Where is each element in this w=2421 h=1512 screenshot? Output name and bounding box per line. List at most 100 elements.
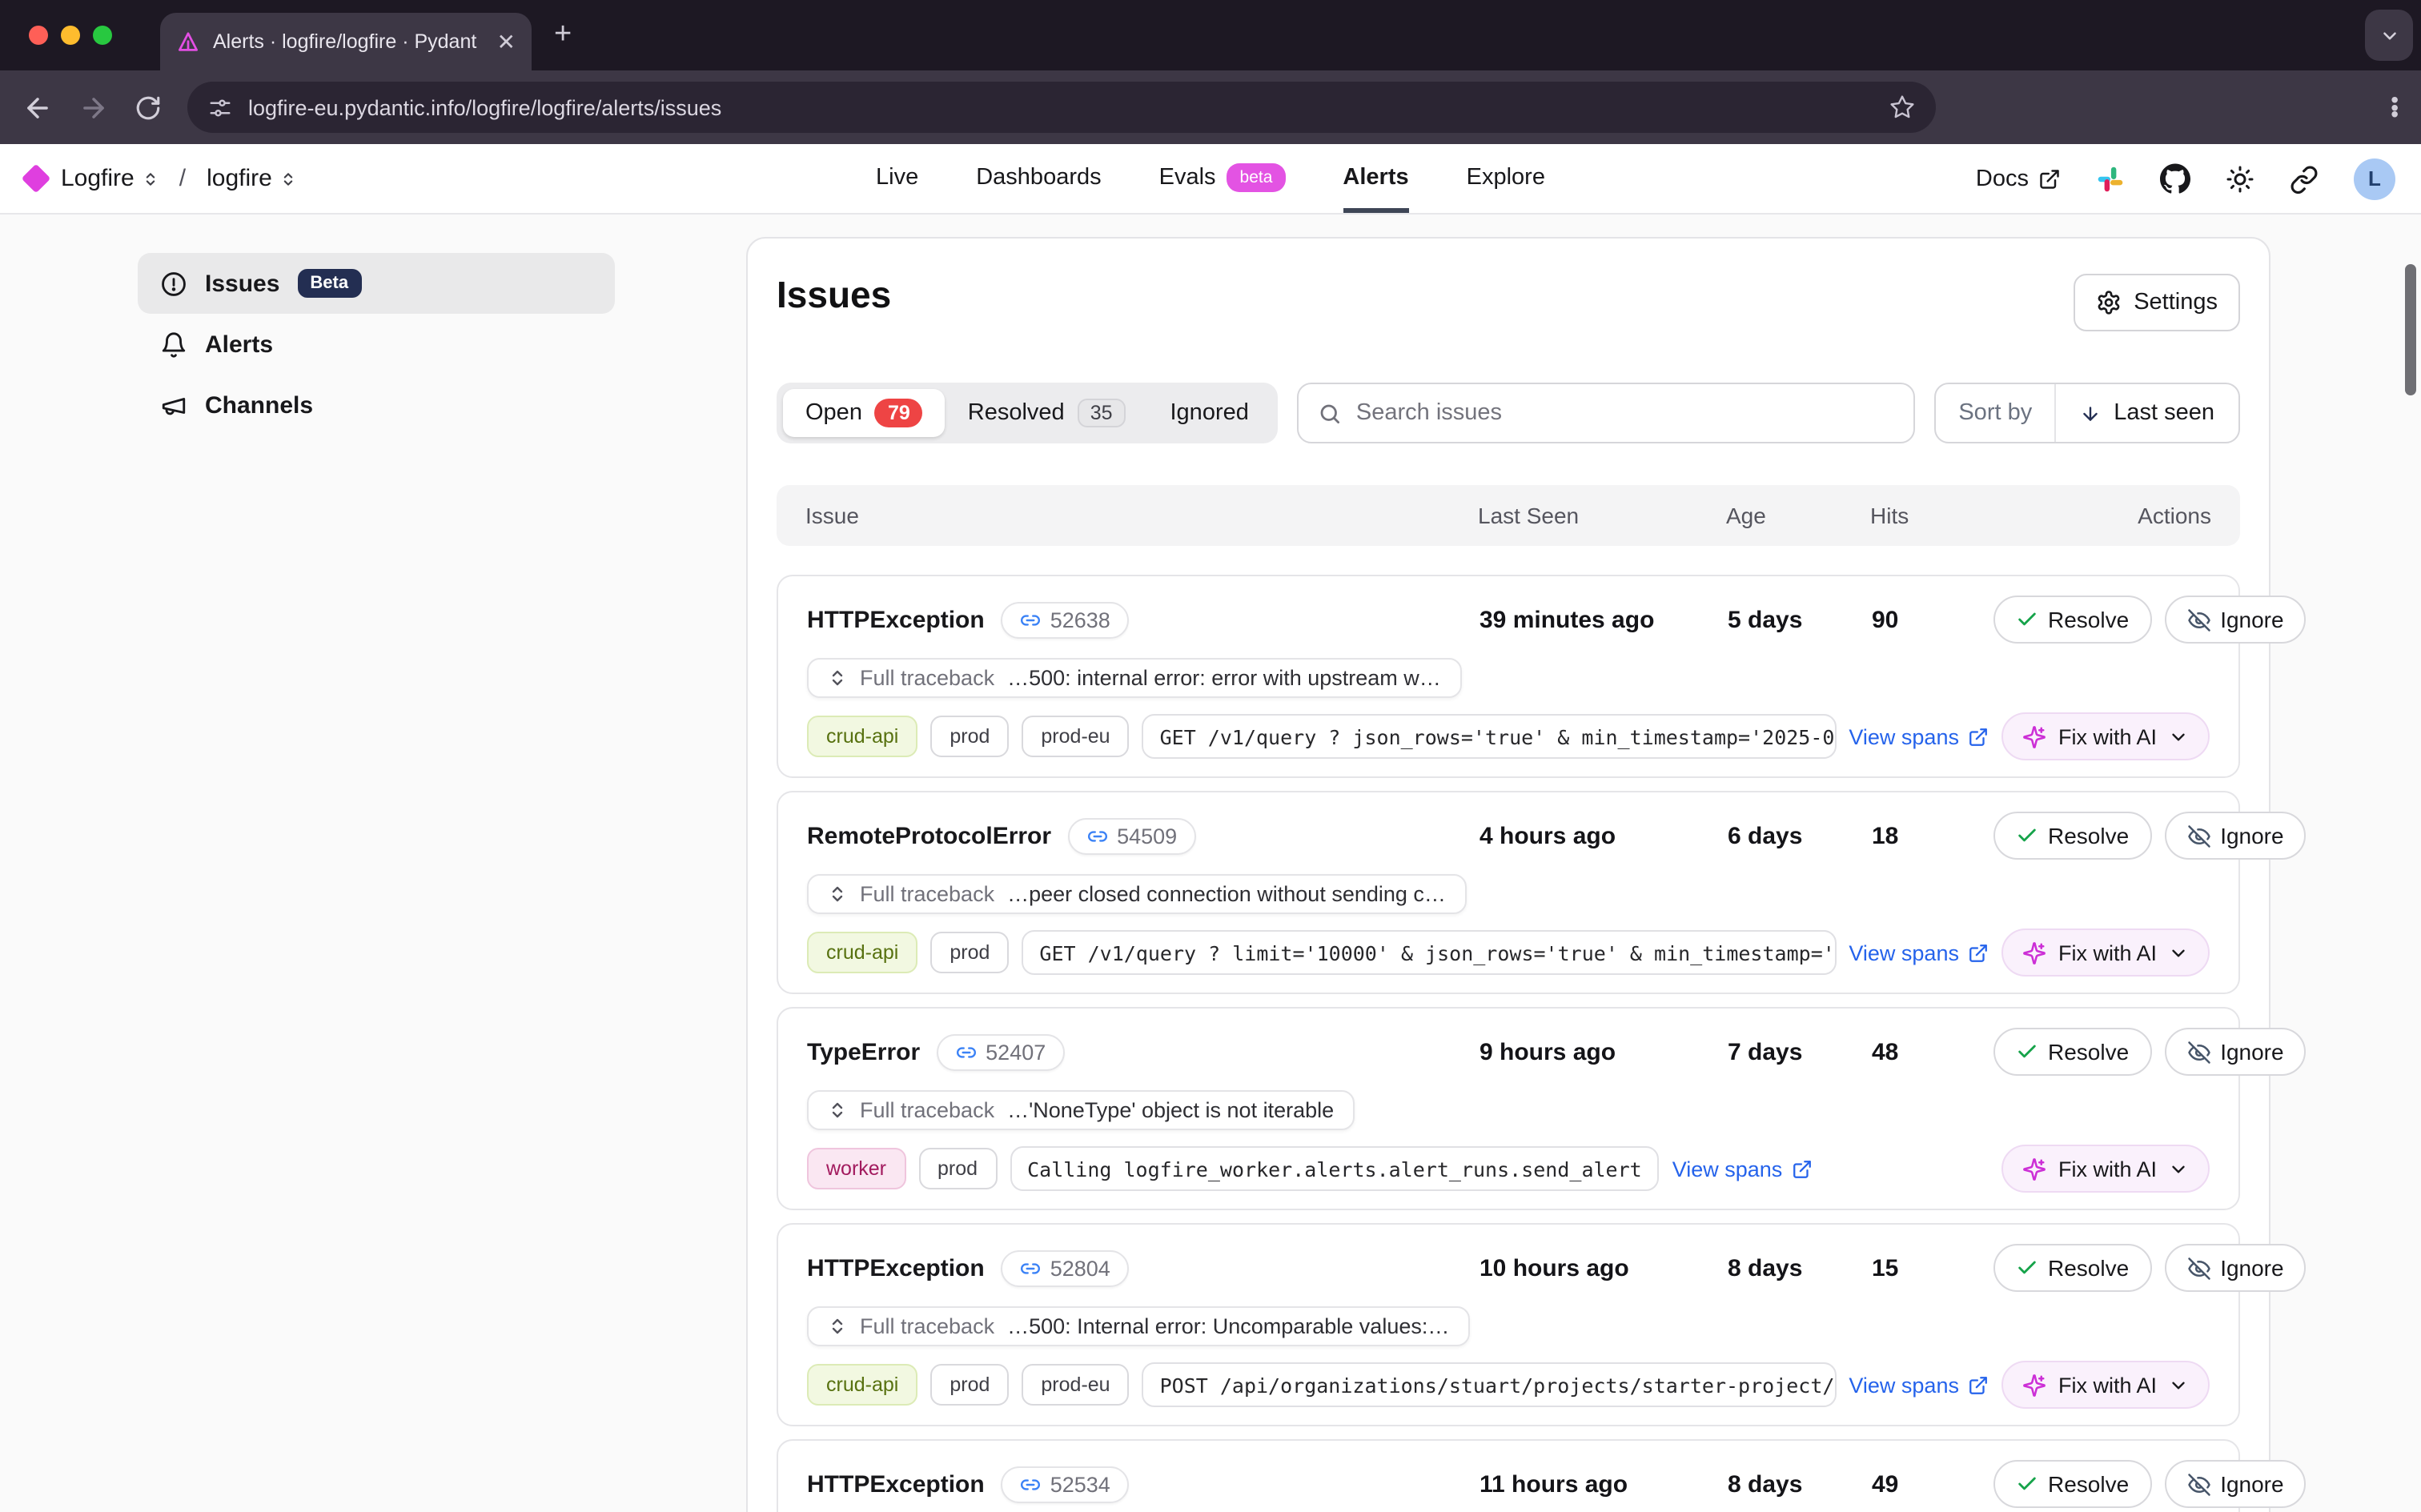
github-icon[interactable]	[2160, 163, 2190, 194]
fix-with-ai-button[interactable]: Fix with AI	[2001, 1361, 2210, 1409]
tag-crud-api[interactable]: crud-api	[807, 716, 918, 757]
ignore-label: Ignore	[2220, 607, 2284, 632]
bookmark-star-icon[interactable]	[1889, 94, 1915, 120]
beta-badge: beta	[1227, 163, 1286, 192]
unfold-icon	[832, 1102, 843, 1118]
page-scrollbar-thumb[interactable]	[2405, 264, 2416, 395]
traceback-pill[interactable]: Full traceback …peer closed connection w…	[807, 874, 1467, 914]
slack-icon[interactable]	[2096, 164, 2125, 193]
nav-tab-evals[interactable]: Evals beta	[1159, 144, 1286, 213]
forward-icon[interactable]	[78, 92, 109, 122]
minimize-window-button[interactable]	[61, 26, 80, 45]
sidebar-item-channels[interactable]: Channels	[138, 375, 615, 435]
url-bar[interactable]: logfire-eu.pydantic.info/logfire/logfire…	[187, 82, 1936, 133]
sort-control[interactable]: Sort by Last seen	[1934, 383, 2240, 443]
tab-close-icon[interactable]: ✕	[496, 29, 516, 54]
tag-prod-eu[interactable]: prod-eu	[1022, 716, 1130, 757]
maximize-window-button[interactable]	[93, 26, 112, 45]
sidebar-item-label: Issues	[205, 270, 280, 297]
ignore-button[interactable]: Ignore	[2164, 1244, 2307, 1292]
eye-off-icon	[2187, 1041, 2210, 1063]
share-link-icon[interactable]	[2290, 164, 2319, 193]
filter-resolved[interactable]: Resolved 35	[946, 389, 1148, 437]
tag-prod-eu[interactable]: prod-eu	[1022, 1364, 1130, 1406]
tag-prod[interactable]: prod	[930, 932, 1010, 973]
traceback-pill[interactable]: Full traceback …500: internal error: err…	[807, 658, 1462, 698]
fix-with-ai-button[interactable]: Fix with AI	[2001, 928, 2210, 977]
nav-tab-label: Alerts	[1343, 165, 1409, 191]
browser-menu-icon[interactable]: • • •	[2391, 86, 2399, 127]
resolve-button[interactable]: Resolve	[1993, 1244, 2152, 1292]
tab-search-chevron-icon[interactable]	[2365, 10, 2413, 61]
site-settings-icon[interactable]	[208, 95, 232, 119]
logfire-logo-icon	[21, 163, 51, 194]
filter-ignored[interactable]: Ignored	[1148, 389, 1271, 437]
issue-id-link[interactable]: 52804	[1000, 1249, 1130, 1286]
issue-hits: 18	[1872, 822, 1899, 849]
docs-link[interactable]: Docs	[1976, 166, 2061, 191]
view-spans-link[interactable]: View spans	[1849, 1373, 1989, 1397]
reload-icon[interactable]	[134, 94, 162, 121]
ignore-button[interactable]: Ignore	[2164, 1028, 2307, 1076]
column-hits: Hits	[1870, 503, 1909, 528]
unfold-icon	[832, 886, 843, 902]
ignore-button[interactable]: Ignore	[2164, 596, 2307, 644]
resolve-button[interactable]: Resolve	[1993, 1460, 2152, 1508]
close-window-button[interactable]	[29, 26, 48, 45]
fix-with-ai-button[interactable]: Fix with AI	[2001, 712, 2210, 760]
theme-sun-icon[interactable]	[2226, 164, 2254, 193]
fix-with-ai-button[interactable]: Fix with AI	[2001, 1145, 2210, 1193]
nav-tab-dashboards[interactable]: Dashboards	[976, 144, 1101, 213]
fix-with-ai-label: Fix with AI	[2058, 1157, 2157, 1181]
browser-tab-bar: Alerts · logfire/logfire · Pydant ✕ +	[0, 0, 2421, 70]
ignore-button[interactable]: Ignore	[2164, 812, 2307, 860]
search-input[interactable]: Search issues	[1296, 383, 1916, 443]
settings-button[interactable]: Settings	[2073, 274, 2240, 331]
sort-value[interactable]: Last seen	[2056, 384, 2238, 442]
traceback-pill[interactable]: Full traceback …500: Internal error: Unc…	[807, 1306, 1471, 1346]
traceback-message: …500: Internal error: Uncomparable value…	[1007, 1314, 1450, 1338]
tag-prod[interactable]: prod	[930, 1364, 1010, 1406]
url-text[interactable]: logfire-eu.pydantic.info/logfire/logfire…	[248, 95, 722, 119]
nav-tab-alerts[interactable]: Alerts	[1343, 144, 1409, 213]
project-selector[interactable]: logfire	[207, 165, 296, 192]
issue-hits: 49	[1872, 1470, 1899, 1498]
sidebar-item-issues[interactable]: Issues Beta	[138, 253, 615, 314]
issue-id: 52534	[1050, 1472, 1110, 1496]
new-tab-button[interactable]: +	[554, 18, 572, 51]
tag-prod[interactable]: prod	[930, 716, 1010, 757]
issue-id-link[interactable]: 52407	[936, 1033, 1066, 1070]
tag-worker[interactable]: worker	[807, 1148, 906, 1189]
issue-id-link[interactable]: 54509	[1067, 817, 1197, 854]
view-spans-label: View spans	[1849, 1373, 1959, 1397]
resolve-button[interactable]: Resolve	[1993, 812, 2152, 860]
traffic-lights[interactable]	[29, 26, 112, 45]
view-spans-link[interactable]: View spans	[1849, 724, 1989, 748]
view-spans-link[interactable]: View spans	[1849, 940, 1989, 965]
resolve-label: Resolve	[2048, 1471, 2130, 1497]
issue-row: HTTPException 52804 10 hours ago 8 days …	[777, 1223, 2307, 1426]
traceback-pill[interactable]: Full traceback …'NoneType' object is not…	[807, 1090, 1355, 1130]
sidebar-item-alerts[interactable]: Alerts	[138, 314, 615, 375]
filter-open[interactable]: Open 79	[783, 389, 946, 437]
issue-id-link[interactable]: 52534	[1000, 1466, 1130, 1502]
issue-id: 52638	[1050, 608, 1110, 632]
view-spans-link[interactable]: View spans	[1672, 1157, 1813, 1181]
org-selector[interactable]: Logfire	[61, 165, 159, 192]
nav-tab-live[interactable]: Live	[876, 144, 918, 213]
ignore-button[interactable]: Ignore	[2164, 1460, 2307, 1508]
issues-alert-icon	[160, 270, 187, 297]
issue-id-link[interactable]: 52638	[1000, 601, 1130, 638]
browser-tab[interactable]: Alerts · logfire/logfire · Pydant ✕	[160, 13, 532, 70]
user-avatar[interactable]: L	[2354, 158, 2395, 199]
issue-code: POST /api/organizations/stuart/projects/…	[1142, 1362, 1837, 1407]
tag-prod[interactable]: prod	[918, 1148, 998, 1189]
nav-tab-explore[interactable]: Explore	[1467, 144, 1545, 213]
tag-crud-api[interactable]: crud-api	[807, 1364, 918, 1406]
back-icon[interactable]	[22, 92, 53, 122]
ignore-label: Ignore	[2220, 1255, 2284, 1281]
resolve-button[interactable]: Resolve	[1993, 1028, 2152, 1076]
resolve-button[interactable]: Resolve	[1993, 596, 2152, 644]
tag-crud-api[interactable]: crud-api	[807, 932, 918, 973]
check-icon	[2018, 612, 2036, 626]
